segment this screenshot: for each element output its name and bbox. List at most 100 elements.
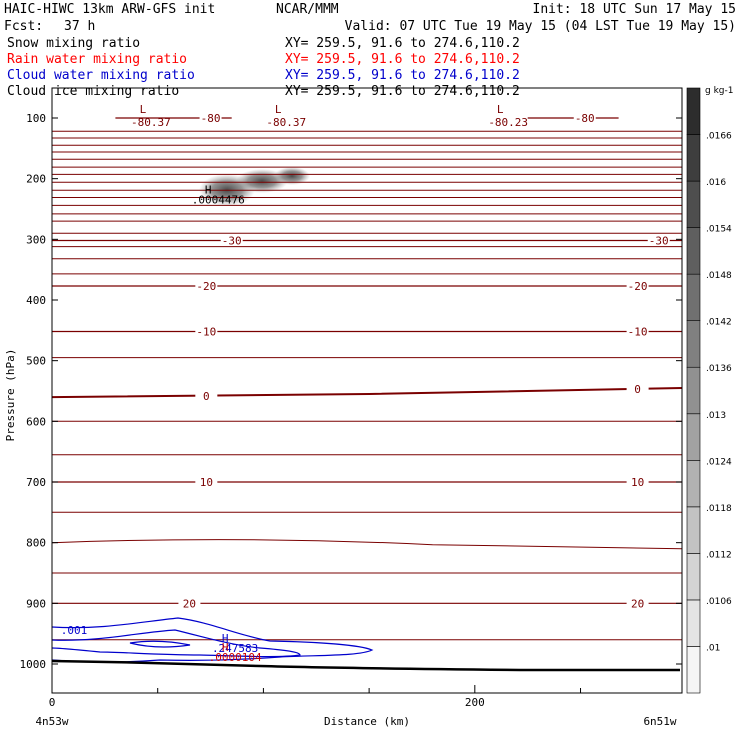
terrain-line (51, 659, 680, 672)
colorbar-label: .01 (706, 643, 720, 653)
temperature-label-bg (199, 112, 222, 123)
colorbar-label: .016 (706, 178, 726, 188)
model-title: HAIC-HIWC 13km ARW-GFS init (4, 2, 215, 17)
y-tick-label: 800 (26, 537, 46, 550)
field-name: Rain water mixing ratio (7, 52, 187, 67)
colorbar-segment (686, 180, 701, 228)
y-tick-label: 100 (26, 112, 46, 125)
temperature-label-bg (195, 476, 218, 487)
y-tick-label: 1000 (20, 658, 47, 671)
temperature-label: 20 (631, 597, 644, 610)
colorbar-label: .0142 (706, 318, 732, 328)
minimum-value: -80.23 (488, 116, 528, 129)
temperature-label-bg (573, 112, 596, 123)
colorbar-segment (686, 599, 701, 647)
field-xy: XY= 259.5, 91.6 to 274.6,110.2 (285, 52, 520, 67)
colorbar-unit: g kg-1 (705, 86, 733, 96)
snow-shade-tail (274, 167, 310, 185)
x-axis: 0 200 (49, 685, 582, 709)
colorbar-label: .0112 (706, 550, 732, 560)
field-name: Cloud water mixing ratio (7, 68, 195, 83)
temperature-label: -80 (201, 112, 221, 125)
minimum-mark: L (140, 103, 147, 116)
temperature-label-bg (626, 383, 649, 395)
cloud-water-contour-label: .001 (61, 624, 88, 637)
y-tick-label: 900 (26, 597, 46, 610)
field-xy: XY= 259.5, 91.6 to 274.6,110.2 (285, 84, 520, 99)
y-tick-label: 700 (26, 476, 46, 489)
y-tick-label: 300 (26, 233, 46, 246)
colorbar-label: .013 (706, 411, 726, 421)
plot-area: .001 L-80.37L-80.37L-80.23H.0004476H.247… (51, 87, 683, 694)
temperature-label: -20 (196, 280, 216, 293)
minimum-value: -80.37 (131, 116, 171, 129)
temperature-label-bg (195, 325, 218, 337)
colorbar-label: .0166 (706, 132, 732, 142)
colorbar-segment (686, 413, 701, 461)
colorbar-label: .0106 (706, 597, 732, 607)
forecast-label: Fcst: (4, 19, 43, 34)
colorbar-label: .0118 (706, 504, 732, 514)
extrema-markers: L-80.37L-80.37L-80.23H.0004476H.247583H.… (131, 103, 528, 664)
temperature-label-bg (626, 597, 649, 609)
x-axis-label: Distance (km) (324, 715, 410, 728)
temperature-label-bg (178, 597, 201, 609)
maximum-mark: H (222, 641, 229, 654)
colorbar-label: .0154 (706, 225, 732, 235)
temperature-label-bg (220, 234, 243, 246)
temperature-label: -80 (575, 112, 595, 125)
y-tick-label: 200 (26, 173, 46, 186)
temperature-label: -20 (628, 280, 648, 293)
terrain (51, 659, 680, 672)
upper-isentropes (51, 130, 683, 641)
x-tick-label: 200 (465, 696, 485, 709)
colorbar-segment (686, 506, 701, 554)
colorbar-label: .0148 (706, 271, 732, 281)
temperature-label: 10 (631, 476, 644, 489)
temperature-labels: 20 20 10 10 0 0 -10 -10 -20 -20 -30 -30 -80 -80 (178, 112, 670, 610)
temperature-contour-line (51, 387, 683, 399)
colorbar: .01 .0106 .0112 .0118 .0124 .013 .0136 .0142 .01… (686, 87, 732, 694)
temperature-label: -10 (628, 326, 648, 339)
y-tick-label: 400 (26, 294, 46, 307)
y-tick-label: 500 (26, 355, 46, 368)
maximum-value: .0000104 (209, 651, 262, 664)
mid-contour-line (51, 539, 683, 550)
minimum-mark: L (275, 103, 282, 116)
cloud-water-contour-inner (51, 629, 301, 658)
maximum-mark: H (222, 632, 229, 645)
init-time: Init: 18 UTC Sun 17 May 15 (533, 2, 737, 17)
temperature-label: 0 (634, 383, 641, 396)
maximum-value: .247583 (212, 642, 258, 655)
colorbar-segment (686, 227, 701, 275)
colorbar-segment (686, 553, 701, 601)
temperature-label: -10 (196, 326, 216, 339)
colorbar-segment (686, 320, 701, 368)
minimum-mark: L (497, 103, 504, 116)
colorbar-segment (686, 134, 701, 182)
temperature-label-bg (195, 389, 218, 401)
field-legend: Snow mixing ratio XY= 259.5, 91.6 to 274.… (7, 36, 520, 99)
x-end-location: 6n51w (643, 715, 676, 728)
temperature-label: 0 (203, 390, 210, 403)
cloud-water-contour-core (129, 640, 191, 648)
plot-frame (51, 87, 683, 694)
temperature-label-bg (195, 280, 218, 292)
field-name: Cloud ice mixing ratio (7, 84, 179, 99)
temperature-label: 20 (183, 597, 196, 610)
cloud-water-contours: .001 (51, 617, 374, 663)
colorbar-segment (686, 460, 701, 508)
colorbar-segment (686, 366, 701, 415)
field-name: Snow mixing ratio (7, 36, 140, 51)
temperature-label-bg (626, 325, 649, 337)
colorbar-label: .0124 (706, 457, 732, 467)
temperature-label: -30 (649, 235, 669, 248)
minimum-value: -80.37 (266, 116, 306, 129)
colorbar-segment (686, 87, 701, 135)
temperature-label: 10 (200, 476, 213, 489)
temperature-contours (51, 117, 683, 604)
x-tick-label: 0 (49, 696, 56, 709)
forecast-hours: 37 h (64, 19, 95, 34)
